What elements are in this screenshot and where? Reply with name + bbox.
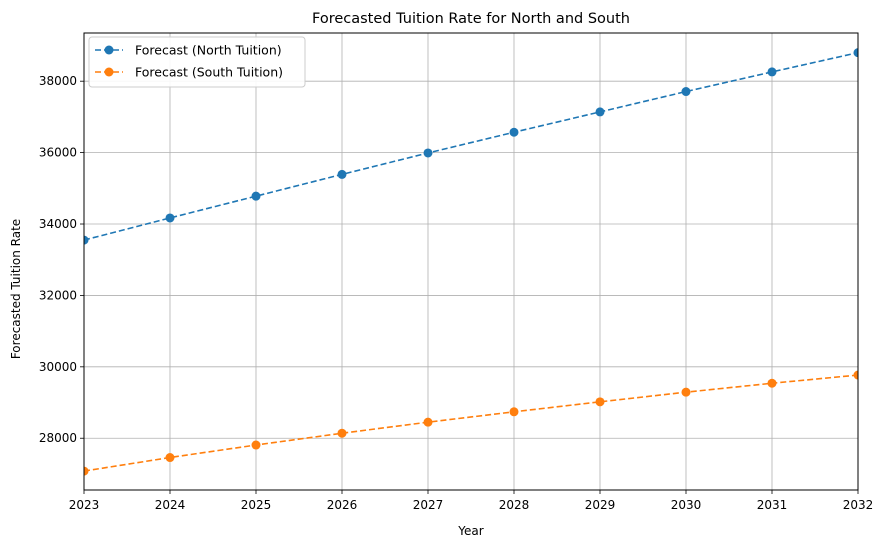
y-tick-label: 28000: [39, 431, 77, 445]
legend: Forecast (North Tuition) Forecast (South…: [88, 36, 306, 88]
y-tick-label: 38000: [39, 74, 77, 88]
data-point: [595, 397, 605, 407]
data-point: [84, 235, 89, 245]
data-point: [251, 191, 261, 201]
data-point: [595, 107, 605, 117]
data-point: [84, 466, 89, 476]
x-tick-label: 2030: [671, 498, 702, 512]
x-tick-label: 2029: [585, 498, 616, 512]
data-point: [767, 67, 777, 77]
data-point: [509, 407, 519, 417]
data-point: [337, 428, 347, 438]
y-tick-label: 32000: [39, 288, 77, 302]
data-point: [423, 417, 433, 427]
plot-frame: [83, 32, 859, 491]
x-tick-label: 2026: [327, 498, 358, 512]
data-point: [165, 213, 175, 223]
data-point: [681, 387, 691, 397]
legend-marker-south: [104, 67, 114, 77]
x-tick-label: 2024: [155, 498, 186, 512]
tick-layer: 2023 2024 2025 2026 2027 2028 2029 2030 2031 2032…: [39, 74, 873, 512]
data-point: [853, 370, 858, 380]
legend-box: [88, 36, 306, 88]
y-tick-label: 34000: [39, 217, 77, 231]
x-tick-label: 2028: [499, 498, 530, 512]
data-point: [767, 378, 777, 388]
data-point: [423, 148, 433, 158]
data-point: [165, 453, 175, 463]
legend-label-north: Forecast (North Tuition): [135, 43, 282, 58]
chart-title: Forecasted Tuition Rate for North and So…: [312, 11, 630, 27]
legend-label-south: Forecast (South Tuition): [135, 65, 283, 80]
x-tick-label: 2025: [241, 498, 272, 512]
data-point: [681, 87, 691, 97]
x-tick-label: 2032: [843, 498, 874, 512]
legend-marker-north: [104, 45, 114, 55]
data-point: [251, 440, 261, 450]
x-tick-label: 2031: [757, 498, 788, 512]
x-axis-label: Year: [457, 524, 483, 538]
y-tick-label: 36000: [39, 146, 77, 160]
series-line: [84, 374, 858, 472]
series-layer: [84, 48, 858, 476]
y-axis-label: Forecasted Tuition Rate: [9, 219, 23, 359]
data-point: [853, 48, 858, 58]
x-tick-label: 2027: [413, 498, 444, 512]
series-line: [84, 51, 858, 241]
data-point: [509, 127, 519, 137]
x-tick-label: 2023: [69, 498, 100, 512]
grid-layer: [83, 33, 859, 490]
series-group: [84, 370, 858, 476]
y-tick-label: 30000: [39, 360, 77, 374]
data-point: [337, 169, 347, 179]
series-group: [84, 48, 858, 245]
